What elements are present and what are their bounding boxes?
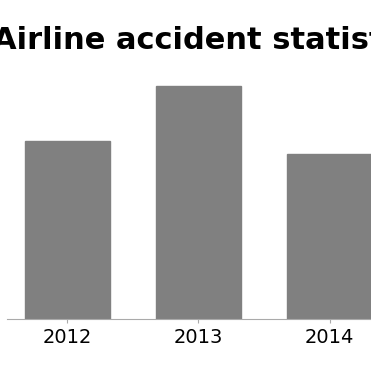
Bar: [156, 86, 241, 319]
Bar: [25, 141, 110, 319]
Text: Airline accident statistics: Airline accident statistics: [0, 26, 371, 55]
Bar: [287, 154, 371, 319]
